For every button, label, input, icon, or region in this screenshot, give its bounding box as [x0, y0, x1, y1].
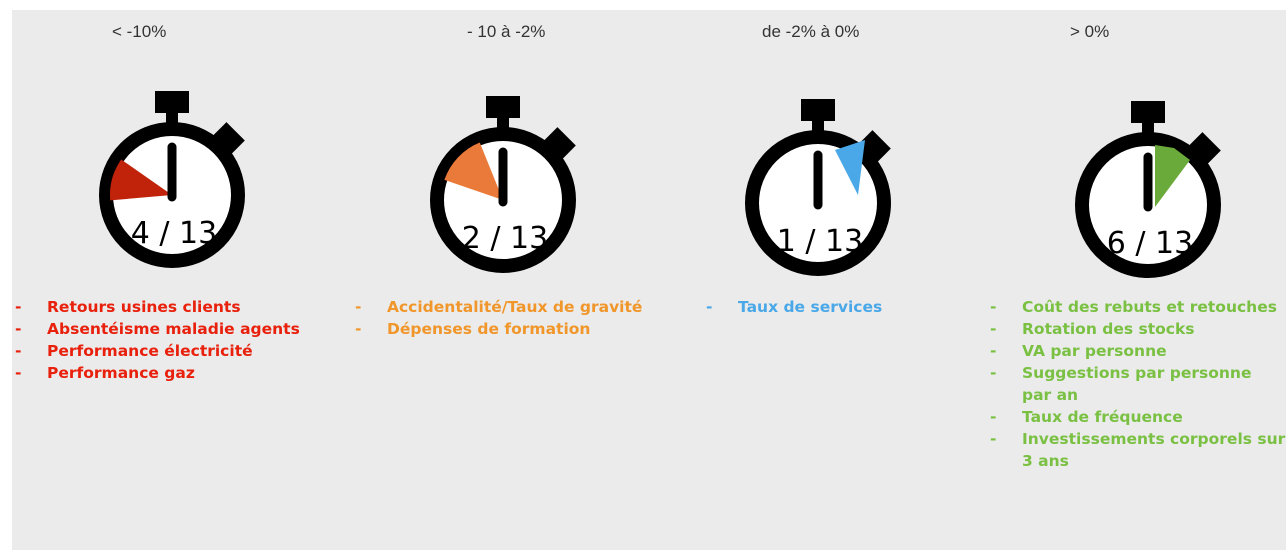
stopwatch: 6 / 13	[1075, 101, 1221, 278]
list-item: Performance électricité	[15, 340, 355, 362]
column-header: - 10 à -2%	[467, 22, 546, 41]
wedge	[444, 142, 503, 200]
item-list: Retours usines clientsAbsentéisme maladi…	[15, 296, 355, 384]
list-item: Performance gaz	[15, 362, 355, 384]
list-item: Taux de services	[706, 296, 976, 318]
item-list: Taux de services	[706, 296, 976, 318]
stopwatch-button	[543, 127, 576, 160]
count: 4 / 13	[131, 216, 217, 251]
stopwatch-knob	[155, 91, 189, 113]
count: 2 / 13	[462, 221, 548, 256]
list-item: Suggestions par personne par an	[990, 362, 1286, 406]
wedge	[1155, 145, 1190, 207]
item-list: Accidentalité/Taux de gravitéDépenses de…	[355, 296, 695, 340]
list-item: Rotation des stocks	[990, 318, 1286, 340]
stopwatch: 2 / 13	[430, 96, 576, 273]
infographic: 4 / 13 2 / 13 1 / 13 6 / 13 < -10% Retours u…	[12, 10, 1286, 550]
list-item: Dépenses de formation	[355, 318, 695, 340]
count: 1 / 13	[777, 224, 863, 259]
list-item: Retours usines clients	[15, 296, 355, 318]
wedge	[110, 159, 172, 201]
list-item: Investissements corporels sur 3 ans	[990, 428, 1286, 472]
wedge	[835, 140, 865, 195]
list-item: Absentéisme maladie agents	[15, 318, 355, 340]
list-item: VA par personne	[990, 340, 1286, 362]
stopwatch-button	[1188, 132, 1221, 165]
stopwatch: 1 / 13	[745, 99, 891, 276]
column-header: > 0%	[1070, 22, 1110, 41]
stopwatch-knob	[801, 99, 835, 121]
stopwatch: 4 / 13	[99, 91, 245, 268]
list-item: Coût des rebuts et retouches	[990, 296, 1286, 318]
stopwatch-knob	[1131, 101, 1165, 123]
stopwatches: 4 / 13 2 / 13 1 / 13 6 / 13	[99, 91, 1221, 278]
list-item: Accidentalité/Taux de gravité	[355, 296, 695, 318]
column-header: < -10%	[112, 22, 167, 41]
list-item: Taux de fréquence	[990, 406, 1286, 428]
stopwatch-button	[858, 130, 891, 163]
column-header: de -2% à 0%	[762, 22, 860, 41]
stopwatch-knob	[486, 96, 520, 118]
stopwatch-button	[212, 122, 245, 155]
item-list: Coût des rebuts et retouchesRotation des…	[990, 296, 1286, 472]
count: 6 / 13	[1107, 226, 1193, 261]
